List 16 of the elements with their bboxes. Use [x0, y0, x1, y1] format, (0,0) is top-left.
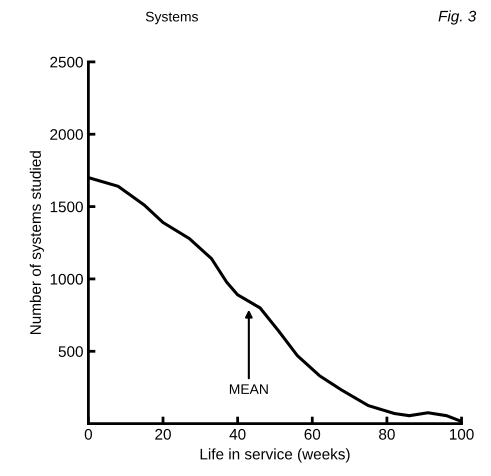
annotation: MEAN: [230, 384, 268, 394]
x-tick-label: 20: [155, 428, 171, 440]
x-tick-label: 100: [450, 428, 474, 440]
caption: Fig. 3: [438, 10, 476, 25]
x-tick-label: 80: [379, 428, 395, 440]
x-tick-label: 60: [304, 428, 320, 440]
chart-title: Systems: [146, 12, 198, 24]
y-tick-label: 500: [58, 346, 83, 357]
y-tick-label: 1500: [50, 201, 83, 212]
x-tick-label: 0: [84, 428, 92, 440]
x-axis-title: Life in service (weeks): [200, 448, 350, 463]
y-tick-label: 2000: [50, 129, 83, 140]
y-tick-label: 1000: [50, 274, 83, 285]
x-tick-label: 40: [230, 428, 246, 440]
y-axis-title: Number of systems studied: [30, 151, 44, 334]
y-tick-label: 2500: [50, 56, 83, 68]
